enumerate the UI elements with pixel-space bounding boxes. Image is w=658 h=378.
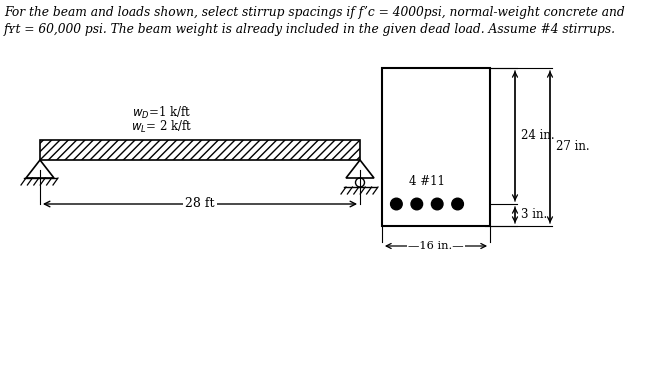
Text: $w_L$= 2 k/ft: $w_L$= 2 k/ft [131, 119, 192, 135]
Text: 3 in.: 3 in. [521, 209, 547, 222]
Text: 27 in.: 27 in. [556, 141, 590, 153]
Bar [40, 140, 360, 160]
Text: —16 in.—: —16 in.— [408, 241, 464, 251]
Text: 28 ft: 28 ft [186, 197, 215, 211]
Circle shape [411, 198, 422, 210]
Text: 4 #11: 4 #11 [409, 175, 445, 189]
Bar [382, 68, 490, 226]
Text: 24 in.: 24 in. [521, 130, 555, 143]
Circle shape [391, 198, 402, 210]
Text: For the beam and loads shown, select stirrup spacings if f’c = 4000psi, normal-w: For the beam and loads shown, select sti… [4, 6, 624, 19]
Circle shape [432, 198, 443, 210]
Text: fʏt = 60,000 psi. The beam weight is already included in the given dead load. As: fʏt = 60,000 psi. The beam weight is alr… [4, 23, 616, 36]
Circle shape [452, 198, 463, 210]
Text: $w_D$=1 k/ft: $w_D$=1 k/ft [132, 105, 191, 121]
